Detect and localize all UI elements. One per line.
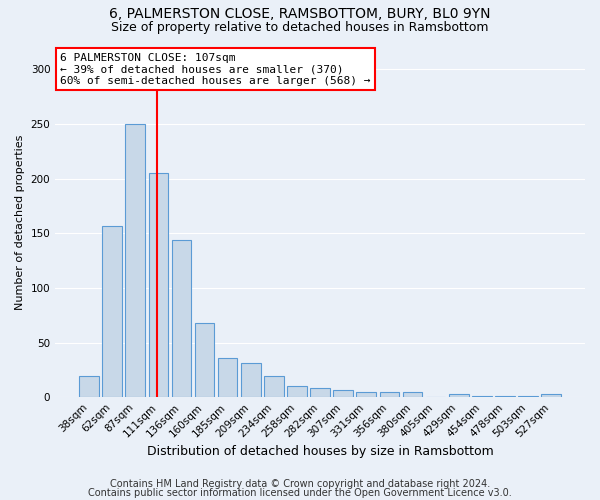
Bar xyxy=(403,392,422,397)
Bar xyxy=(310,388,330,397)
Bar xyxy=(541,394,561,397)
Text: Contains HM Land Registry data © Crown copyright and database right 2024.: Contains HM Land Registry data © Crown c… xyxy=(110,479,490,489)
Bar xyxy=(472,396,491,397)
X-axis label: Distribution of detached houses by size in Ramsbottom: Distribution of detached houses by size … xyxy=(147,444,493,458)
Bar xyxy=(334,390,353,397)
Bar xyxy=(103,226,122,397)
Bar xyxy=(518,396,538,397)
Bar xyxy=(125,124,145,397)
Bar xyxy=(149,173,168,397)
Bar xyxy=(218,358,238,397)
Bar xyxy=(79,376,99,397)
Y-axis label: Number of detached properties: Number of detached properties xyxy=(15,134,25,310)
Bar xyxy=(356,392,376,397)
Bar xyxy=(172,240,191,397)
Text: 6 PALMERSTON CLOSE: 107sqm
← 39% of detached houses are smaller (370)
60% of sem: 6 PALMERSTON CLOSE: 107sqm ← 39% of deta… xyxy=(61,52,371,86)
Bar xyxy=(495,396,515,397)
Bar xyxy=(241,364,260,397)
Text: 6, PALMERSTON CLOSE, RAMSBOTTOM, BURY, BL0 9YN: 6, PALMERSTON CLOSE, RAMSBOTTOM, BURY, B… xyxy=(109,8,491,22)
Bar xyxy=(380,392,399,397)
Text: Contains public sector information licensed under the Open Government Licence v3: Contains public sector information licen… xyxy=(88,488,512,498)
Bar xyxy=(264,376,284,397)
Bar xyxy=(449,394,469,397)
Text: Size of property relative to detached houses in Ramsbottom: Size of property relative to detached ho… xyxy=(111,21,489,34)
Bar xyxy=(195,323,214,397)
Bar xyxy=(287,386,307,397)
